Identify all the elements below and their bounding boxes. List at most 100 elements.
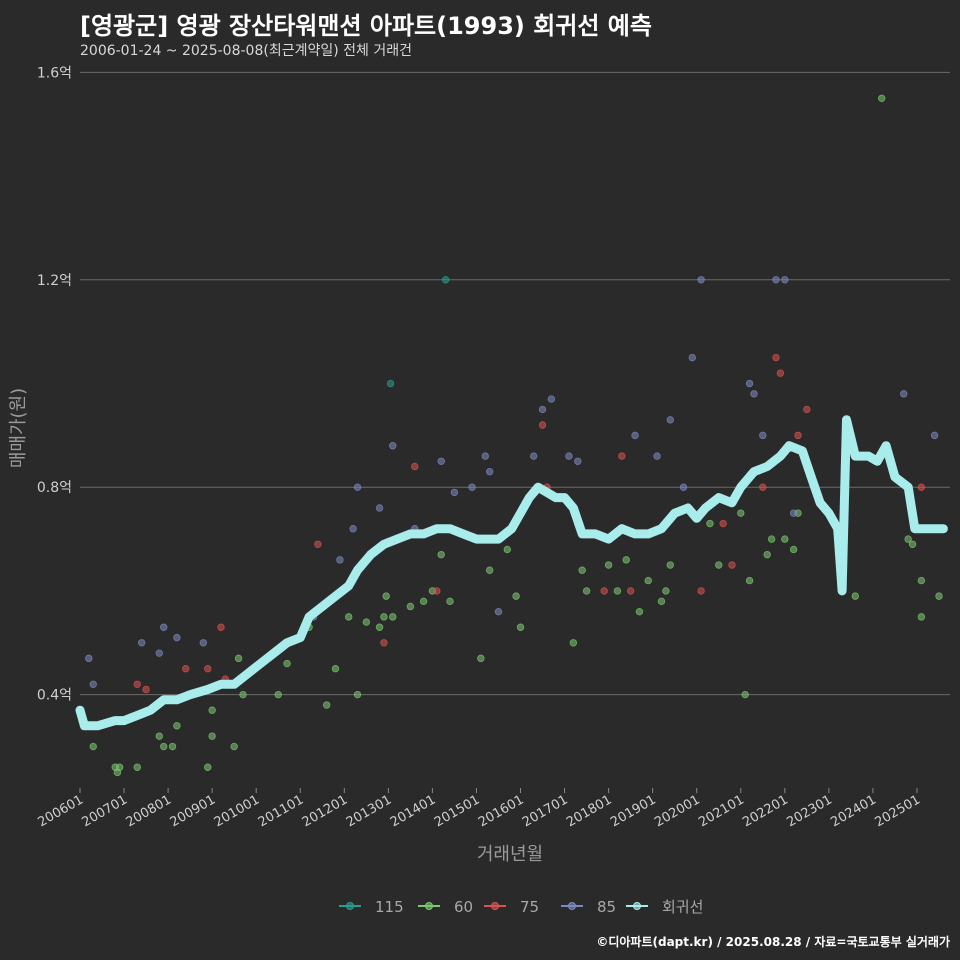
data-point-115: [441, 276, 450, 284]
x-tick-label: 202101: [696, 792, 746, 830]
data-point-85: [666, 416, 674, 424]
data-point-85: [631, 431, 639, 440]
data-point-85: [159, 623, 168, 631]
x-tick-label: 201301: [344, 792, 394, 830]
x-tick-label: 200801: [124, 792, 174, 830]
data-point-60: [635, 607, 644, 616]
data-point-75: [759, 483, 767, 491]
x-tick-label: 202301: [784, 792, 834, 830]
x-tick-label: 201401: [388, 792, 438, 830]
data-point-75: [626, 587, 635, 595]
data-point-85: [679, 483, 688, 491]
data-point-85: [353, 483, 362, 491]
data-point-85: [688, 353, 697, 362]
data-point-60: [644, 576, 652, 585]
data-point-60: [878, 94, 886, 102]
data-point-75: [697, 587, 705, 595]
data-point-60: [322, 701, 331, 709]
x-tick-label: 202501: [872, 792, 922, 830]
data-point-60: [173, 722, 181, 730]
data-point-60: [737, 509, 745, 517]
data-point-60: [446, 597, 454, 606]
x-tick-label: 201001: [212, 792, 262, 830]
data-point-75: [204, 665, 212, 673]
data-point-75: [142, 685, 150, 694]
x-tick-label: 201901: [608, 792, 658, 830]
source-caption: ©디아파트(dapt.kr) / 2025.08.28 / 자료=국토교통부 실…: [596, 935, 950, 949]
legend-label: 85: [597, 898, 616, 916]
data-point-60: [208, 706, 216, 714]
legend-marker-회귀선: [633, 902, 641, 910]
data-point-75: [538, 421, 547, 429]
data-point-85: [494, 607, 503, 616]
data-point-85: [389, 442, 397, 450]
data-point-85: [450, 488, 459, 497]
data-point-60: [706, 519, 714, 528]
data-point-60: [115, 763, 124, 771]
data-point-60: [362, 618, 371, 626]
data-point-85: [547, 395, 556, 403]
data-point-60: [569, 639, 578, 647]
x-axis-ticks: 2006012007012008012009012010012011012012…: [36, 788, 923, 830]
x-tick-label: 201801: [564, 792, 614, 830]
legend-marker-60: [425, 902, 433, 910]
data-point-75: [794, 431, 802, 440]
data-point-60: [503, 545, 511, 554]
data-point-60: [613, 587, 622, 595]
data-point-75: [217, 623, 225, 631]
x-axis-label: 거래년월: [477, 844, 543, 865]
data-point-60: [89, 742, 97, 751]
data-point-60: [419, 597, 428, 606]
data-point-60: [917, 613, 926, 621]
data-point-60: [406, 602, 415, 611]
data-point-60: [375, 623, 384, 631]
data-point-60: [578, 566, 586, 574]
legend-marker-85: [568, 902, 576, 910]
x-tick-label: 200701: [80, 792, 130, 830]
data-point-75: [776, 369, 785, 377]
data-point-60: [789, 545, 798, 554]
data-point-60: [239, 690, 247, 699]
y-tick-label: 1.2억: [37, 273, 72, 289]
legend-label: 75: [520, 898, 539, 916]
data-point-75: [314, 540, 322, 548]
data-point-60: [168, 742, 177, 751]
data-point-60: [274, 690, 282, 699]
data-point-85: [173, 633, 181, 642]
data-point-75: [917, 483, 926, 491]
data-point-85: [375, 504, 384, 512]
legend-marker-115: [346, 902, 354, 910]
data-point-85: [137, 639, 146, 647]
data-point-60: [657, 597, 666, 606]
data-point-85: [530, 452, 538, 460]
data-point-75: [182, 665, 190, 673]
data-point-85: [481, 452, 489, 460]
data-point-60: [904, 535, 912, 543]
grid-lines: [80, 71, 950, 696]
x-tick-label: 200601: [36, 792, 86, 830]
data-point-60: [159, 742, 168, 751]
data-point-85: [349, 525, 357, 533]
data-point-75: [380, 639, 388, 647]
data-point-60: [908, 540, 917, 548]
x-tick-label: 201101: [256, 792, 306, 830]
data-point-75: [133, 680, 141, 688]
data-point-75: [433, 587, 441, 595]
data-point-85: [781, 276, 789, 284]
data-point-60: [662, 587, 670, 595]
data-point-60: [283, 659, 291, 668]
data-point-60: [917, 576, 926, 585]
data-point-60: [512, 592, 520, 600]
data-point-85: [565, 452, 573, 460]
data-point-60: [477, 654, 485, 663]
data-point-85: [155, 649, 163, 657]
data-point-115: [386, 379, 395, 388]
legend-label: 115: [375, 898, 404, 916]
data-point-60: [437, 550, 445, 559]
data-point-60: [380, 613, 388, 621]
regression-path: [75, 415, 948, 731]
y-tick-label: 1.6억: [37, 65, 72, 81]
x-tick-label: 202201: [740, 792, 790, 830]
data-point-85: [574, 457, 582, 465]
